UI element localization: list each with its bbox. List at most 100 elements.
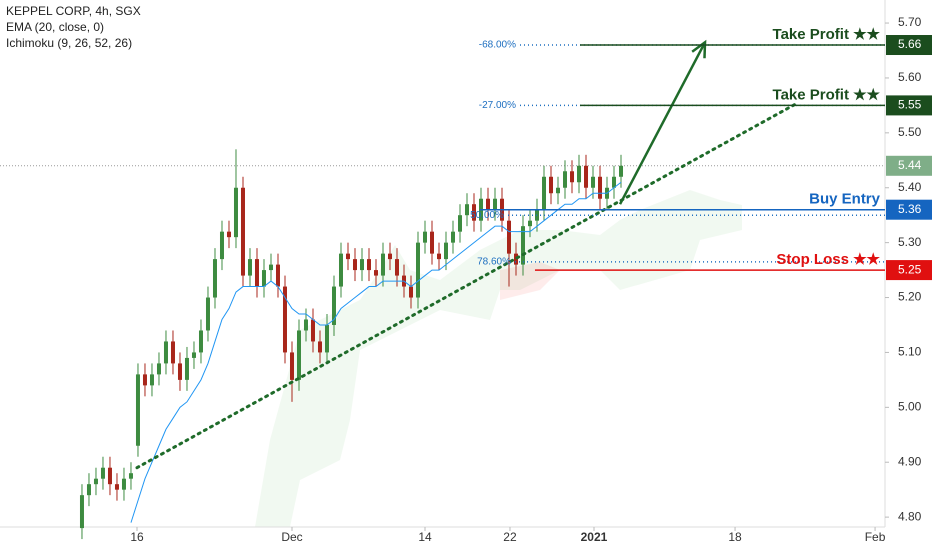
y-tick-label: 5.40: [898, 180, 922, 194]
candle-body: [261, 270, 266, 287]
candle-body: [121, 478, 126, 490]
candle-body: [542, 176, 547, 210]
level-label: Take Profit ★★: [773, 86, 881, 103]
candle-body: [570, 171, 575, 183]
candle-body: [149, 374, 154, 386]
x-tick-label: 22: [503, 530, 517, 544]
candle-body: [436, 253, 441, 260]
candle-body: [598, 176, 603, 199]
candle-body: [128, 473, 133, 479]
y-tick-label: 5.60: [898, 70, 922, 84]
fib-label: 78.60%: [477, 256, 511, 267]
candle-body: [415, 242, 420, 298]
price-tag-label: 5.66: [898, 37, 922, 51]
candle-body: [219, 231, 224, 260]
indicator-label: EMA (20, close, 0): [6, 20, 104, 34]
candle-body: [177, 363, 182, 380]
arrow-head: [691, 39, 707, 59]
candle-body: [93, 478, 98, 485]
fib-label: -68.00%: [479, 40, 516, 51]
candle-body: [422, 231, 427, 243]
y-tick-label: 5.00: [898, 399, 922, 413]
candle-body: [338, 253, 343, 287]
candle-body: [303, 319, 308, 331]
candle-body: [212, 259, 217, 298]
fib-label: 50.00%: [470, 210, 504, 221]
candle-body: [310, 319, 315, 342]
candle-body: [514, 253, 519, 265]
price-tag: [886, 199, 932, 220]
candle-body: [268, 264, 273, 271]
candle-body: [184, 357, 189, 380]
candle-body: [507, 220, 512, 254]
candle-body: [191, 352, 196, 358]
chart-title: KEPPEL CORP, 4h, SGX: [6, 4, 141, 18]
trend-line: [135, 101, 800, 470]
x-tick-label: 2021: [581, 530, 608, 544]
fib-label: -27.00%: [479, 100, 516, 111]
candle-body: [394, 259, 399, 276]
candle-body: [100, 467, 105, 479]
candle-body: [612, 176, 617, 188]
price-tag: [886, 260, 932, 281]
y-tick-label: 5.10: [898, 345, 922, 359]
y-tick-label: 5.20: [898, 290, 922, 304]
price-tag: [886, 155, 932, 176]
y-tick-label: 5.30: [898, 235, 922, 249]
candle-body: [79, 495, 84, 529]
candle-body: [366, 259, 371, 271]
candle-body: [275, 264, 280, 287]
candle-body: [86, 484, 91, 496]
candle-body: [135, 374, 140, 446]
price-tag-label: 5.44: [898, 158, 922, 172]
y-tick-label: 4.80: [898, 509, 922, 523]
candle-body: [247, 259, 252, 276]
candle-body: [324, 324, 329, 353]
price-tag-label: 5.25: [898, 262, 922, 276]
candle-body: [170, 341, 175, 364]
candle-body: [591, 176, 596, 188]
x-tick-label: Feb: [865, 530, 886, 544]
candle-body: [331, 286, 336, 325]
candle-body: [107, 467, 112, 485]
candle-body: [240, 187, 245, 276]
candle-body: [549, 176, 554, 194]
candle-body: [226, 231, 231, 238]
candle-body: [352, 259, 357, 271]
ichimoku-cloud: [255, 190, 742, 527]
price-tag-label: 5.55: [898, 98, 922, 112]
x-tick-label: Dec: [281, 530, 302, 544]
candle-body: [458, 215, 463, 232]
level-label: Take Profit ★★: [773, 26, 881, 43]
candle-body: [205, 297, 210, 331]
candle-body: [296, 330, 301, 380]
candle-body: [556, 187, 561, 194]
candle-body: [493, 198, 498, 210]
x-tick-label: 14: [418, 530, 432, 544]
candle-body: [373, 270, 378, 276]
candle-body: [380, 253, 385, 276]
candle-body: [163, 341, 168, 364]
candle-body: [472, 204, 477, 221]
candle-body: [563, 171, 568, 188]
price-tag-label: 5.36: [898, 202, 922, 216]
level-label: Stop Loss ★★: [776, 251, 880, 268]
candle-body: [359, 259, 364, 271]
candle-body: [619, 165, 624, 177]
y-tick-label: 5.70: [898, 15, 922, 29]
candle-body: [156, 363, 161, 375]
candle-body: [577, 165, 582, 183]
x-tick-label: 16: [130, 530, 144, 544]
candle-body: [429, 231, 434, 254]
candle-body: [444, 242, 449, 260]
candle-body: [408, 286, 413, 298]
candle-body: [198, 330, 203, 353]
candle-body: [282, 286, 287, 353]
price-tag: [886, 35, 932, 56]
ema-line: [130, 181, 622, 523]
price-tag: [886, 95, 932, 116]
candle-body: [584, 165, 589, 188]
candle-body: [345, 253, 350, 260]
